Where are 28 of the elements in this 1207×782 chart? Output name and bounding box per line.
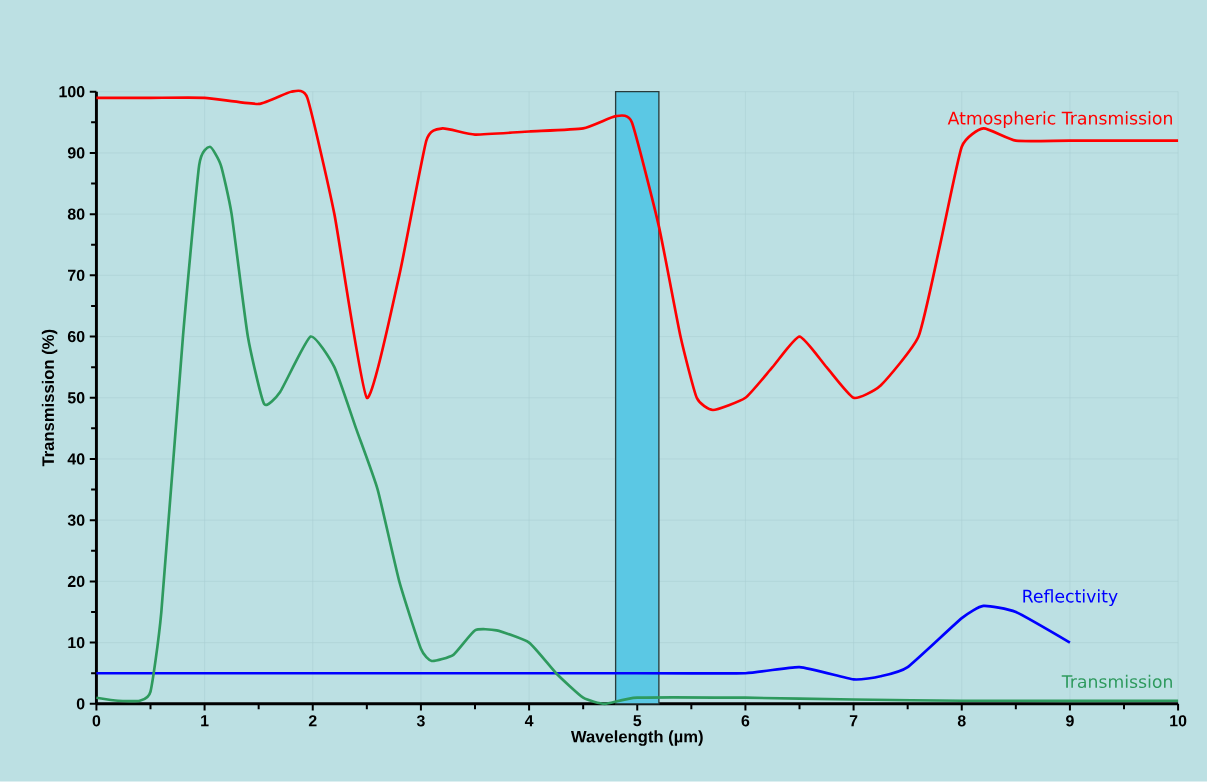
- y-tick-label: 10: [68, 637, 85, 649]
- x-tick-label: 4: [524, 715, 534, 727]
- series-label: Atmospheric Transmission: [947, 111, 1172, 129]
- y-tick-label: 70: [68, 269, 85, 282]
- y-tick-label: 60: [67, 331, 85, 343]
- line-series: [95, 90, 1180, 412]
- y-tick-label: 0: [76, 698, 85, 710]
- series-label: Transmission: [1061, 674, 1172, 689]
- y-tick-label: 40: [67, 453, 85, 465]
- x-tick-label: 1: [201, 715, 209, 727]
- x-tick-label: 0: [92, 715, 101, 727]
- y-tick-label: 90: [67, 147, 85, 159]
- x-axis-title: Wavelength (µm): [570, 730, 703, 747]
- y-tick-label: 100: [59, 86, 85, 98]
- x-tick-label: 10: [1170, 715, 1187, 727]
- x-tick-label: 3: [416, 715, 425, 727]
- series-label: Reflectivity: [1023, 589, 1118, 607]
- y-axis-title: Transmission (%): [41, 330, 58, 467]
- x-tick-label: 9: [1066, 715, 1074, 727]
- y-tick-label: 30: [67, 514, 85, 527]
- y-tick-label: 80: [67, 208, 85, 220]
- x-tick-label: 6: [741, 715, 750, 727]
- y-tick-label: 50: [67, 392, 85, 404]
- x-tick-label: 7: [849, 715, 858, 727]
- y-tick-label: 20: [67, 575, 85, 588]
- x-tick-label: 8: [957, 715, 966, 727]
- x-tick-label: 5: [633, 715, 642, 727]
- x-tick-label: 2: [308, 715, 317, 727]
